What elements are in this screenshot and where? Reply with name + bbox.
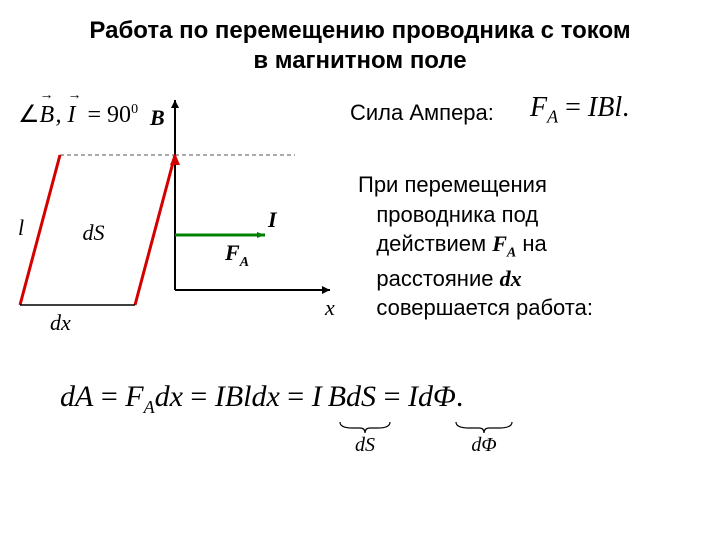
body-text: При перемещения проводника под действием… [358,170,703,323]
title-line1: Работа по перемещению проводника с током [89,17,630,44]
brace-dphi: dΦ [454,420,514,457]
slide-title: Работа по перемещению проводника с током… [0,16,720,76]
ampere-formula: FA = IBl. [530,92,629,128]
svg-text:dx: dx [50,310,71,335]
work-formula: dA = FAdx = IBldx = I BdS = IdΦ. [60,380,463,418]
svg-text:B: B [149,105,165,130]
svg-text:dS: dS [83,220,105,245]
diagram: Bx I FA l dS dx [0,90,360,350]
brace-ds-label: dS [355,434,375,456]
slide: Работа по перемещению проводника с током… [0,0,720,540]
svg-text:x: x [324,295,335,320]
title-line2: в магнитном поле [253,47,466,74]
svg-text:l: l [18,215,24,240]
brace-ds: dS [338,420,392,457]
ampere-label: Сила Ампера: [350,100,494,126]
svg-text:I: I [267,207,278,232]
brace-dphi-label: dΦ [471,434,496,456]
svg-text:FA: FA [224,240,249,270]
